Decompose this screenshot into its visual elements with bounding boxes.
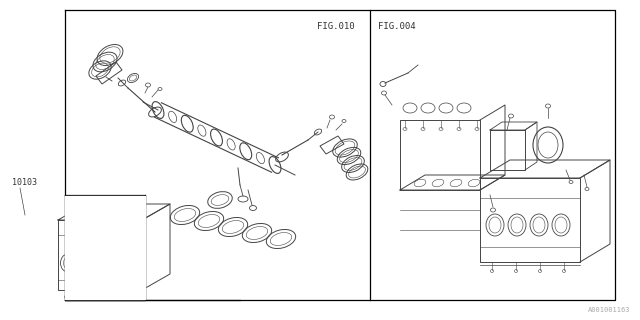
Text: 10103: 10103 <box>12 178 37 187</box>
Text: A001001163: A001001163 <box>588 307 630 313</box>
Text: FIG.010: FIG.010 <box>317 22 355 31</box>
Text: FIG.004: FIG.004 <box>378 22 415 31</box>
Polygon shape <box>65 196 145 299</box>
